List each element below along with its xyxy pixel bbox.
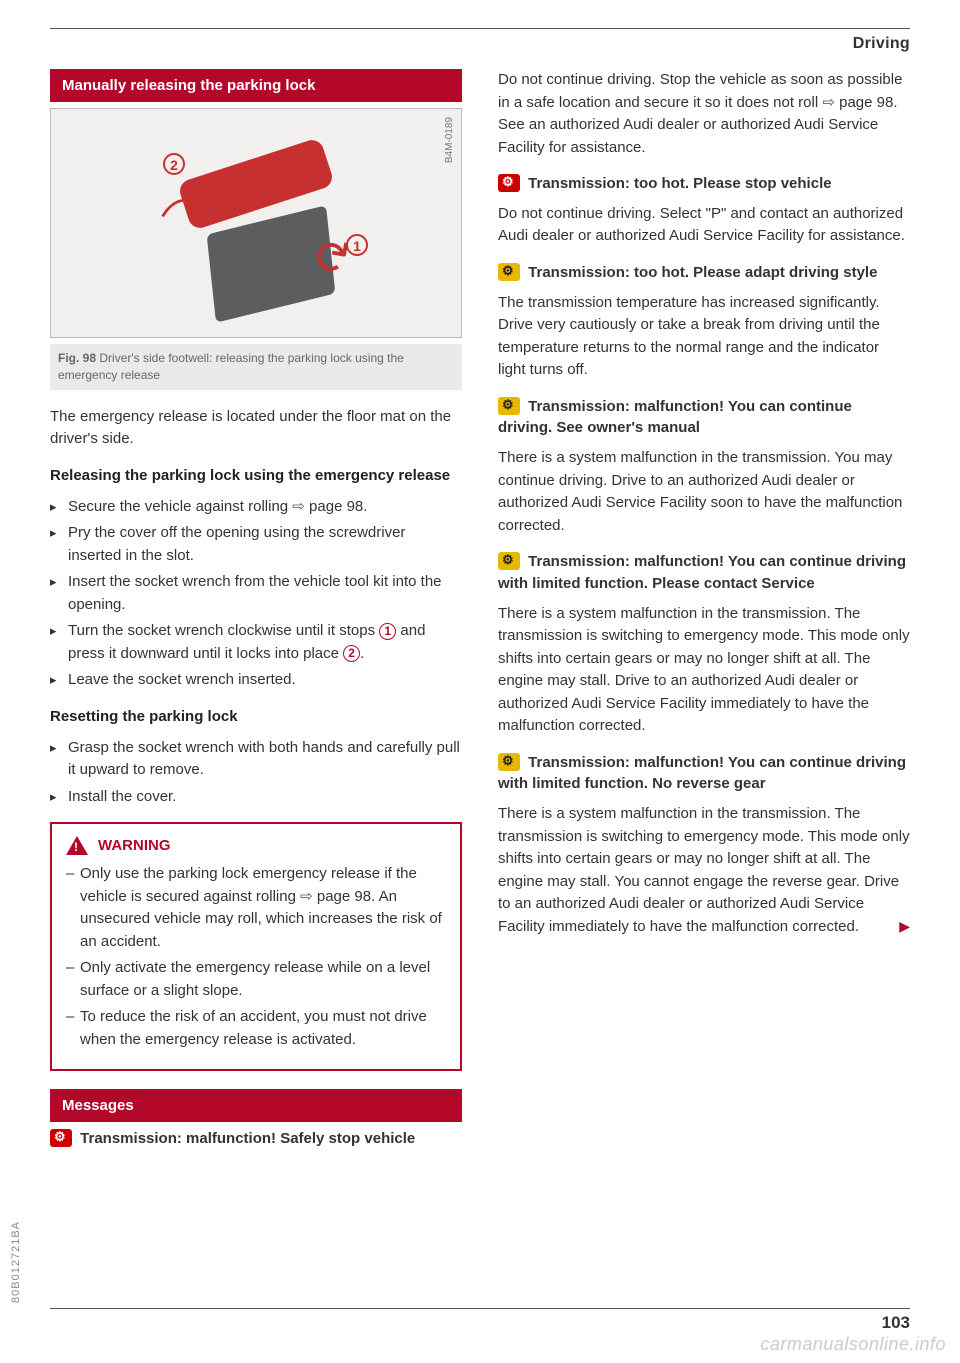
steps-releasing: Secure the vehicle against rolling page … xyxy=(50,496,462,692)
msg-too-hot-stop: Transmission: too hot. Please stop vehic… xyxy=(498,173,910,195)
msg-body: There is a system malfunction in the tra… xyxy=(498,603,910,738)
msg-safely-stop: Transmission: malfunction! Safely stop v… xyxy=(50,1128,462,1150)
msg-body: Do not continue driving. Stop the vehicl… xyxy=(498,69,910,159)
step-item: Insert the socket wrench from the vehicl… xyxy=(50,571,462,616)
msg-body: The transmission temperature has increas… xyxy=(498,292,910,382)
step-item: Turn the socket wrench clockwise until i… xyxy=(50,620,462,665)
circled-1: 1 xyxy=(379,623,396,640)
msg-body: There is a system malfunction in the tra… xyxy=(498,447,910,537)
callout-2: 2 xyxy=(163,153,185,175)
body-text: There is a system malfunction in the tra… xyxy=(498,805,910,935)
page-ref: page 98 xyxy=(300,888,371,905)
right-column: Do not continue driving. Stop the vehicl… xyxy=(498,69,910,1158)
subhead-resetting: Resetting the parking lock xyxy=(50,706,462,727)
figure-98: B4M-0189 ↻ ⤵ 1 2 xyxy=(50,108,462,338)
indicator-yellow-icon xyxy=(498,753,520,771)
figure-caption: Fig. 98 Driver's side footwell: releasin… xyxy=(50,344,462,390)
step-item: Pry the cover off the opening using the … xyxy=(50,522,462,567)
msg-too-hot-adapt: Transmission: too hot. Please adapt driv… xyxy=(498,262,910,284)
msg-malfunction-noreverse: Transmission: malfunction! You can conti… xyxy=(498,752,910,796)
figure-code: B4M-0189 xyxy=(444,117,455,163)
msg-malfunction-limited: Transmission: malfunction! You can conti… xyxy=(498,551,910,595)
msg-head-text: Transmission: malfunction! You can conti… xyxy=(498,754,906,793)
msg-body: Do not continue driving. Select "P" and … xyxy=(498,203,910,248)
indicator-red-icon xyxy=(498,174,520,192)
msg-head-text: Transmission: too hot. Please stop vehic… xyxy=(524,175,832,192)
step-item: Leave the socket wrench inserted. xyxy=(50,669,462,692)
msg-head-text: Transmission: malfunction! You can conti… xyxy=(498,553,906,592)
warning-triangle-icon xyxy=(66,836,88,855)
heading-messages: Messages xyxy=(50,1089,462,1122)
page-number: 103 xyxy=(50,1308,910,1333)
warn-item: To reduce the risk of an accident, you m… xyxy=(66,1006,446,1051)
continued-icon: ▶ xyxy=(899,916,910,937)
heading-manual-release: Manually releasing the parking lock xyxy=(50,69,462,102)
step-item: Grasp the socket wrench with both hands … xyxy=(50,737,462,782)
indicator-yellow-icon xyxy=(498,263,520,281)
msg-head-text: Transmission: malfunction! Safely stop v… xyxy=(76,1130,415,1147)
indicator-red-icon xyxy=(50,1129,72,1147)
steps-resetting: Grasp the socket wrench with both hands … xyxy=(50,737,462,809)
warn-item: Only use the parking lock emergency rele… xyxy=(66,863,446,953)
page-ref: page 98 xyxy=(292,498,363,515)
warning-heading: WARNING xyxy=(66,836,446,855)
indicator-yellow-icon xyxy=(498,397,520,415)
warning-label: WARNING xyxy=(98,837,171,854)
circled-2: 2 xyxy=(343,645,360,662)
watermark: carmanualsonline.info xyxy=(760,1334,946,1355)
section-header: Driving xyxy=(50,35,910,53)
page-ref: page 98 xyxy=(822,94,893,111)
doc-side-code: 80B012721BA xyxy=(10,1221,22,1303)
msg-malfunction-continue: Transmission: malfunction! You can conti… xyxy=(498,396,910,440)
intro-text: The emergency release is located under t… xyxy=(50,406,462,451)
indicator-yellow-icon xyxy=(498,552,520,570)
step-text: Turn the socket wrench clockwise until i… xyxy=(68,622,379,639)
caption-text: Driver's side footwell: releasing the pa… xyxy=(58,351,404,382)
step-text: Secure the vehicle against rolling xyxy=(68,498,292,515)
callout-1: 1 xyxy=(346,234,368,256)
warn-item: Only activate the emergency release whil… xyxy=(66,957,446,1002)
step-item: Secure the vehicle against rolling page … xyxy=(50,496,462,519)
subhead-releasing: Releasing the parking lock using the eme… xyxy=(50,465,462,486)
left-column: Manually releasing the parking lock B4M-… xyxy=(50,69,462,1158)
step-item: Install the cover. xyxy=(50,786,462,809)
msg-body: There is a system malfunction in the tra… xyxy=(498,803,910,938)
warning-list: Only use the parking lock emergency rele… xyxy=(66,863,446,1051)
warning-box: WARNING Only use the parking lock emerge… xyxy=(50,822,462,1071)
msg-head-text: Transmission: malfunction! You can conti… xyxy=(498,398,852,437)
msg-head-text: Transmission: too hot. Please adapt driv… xyxy=(524,264,877,281)
